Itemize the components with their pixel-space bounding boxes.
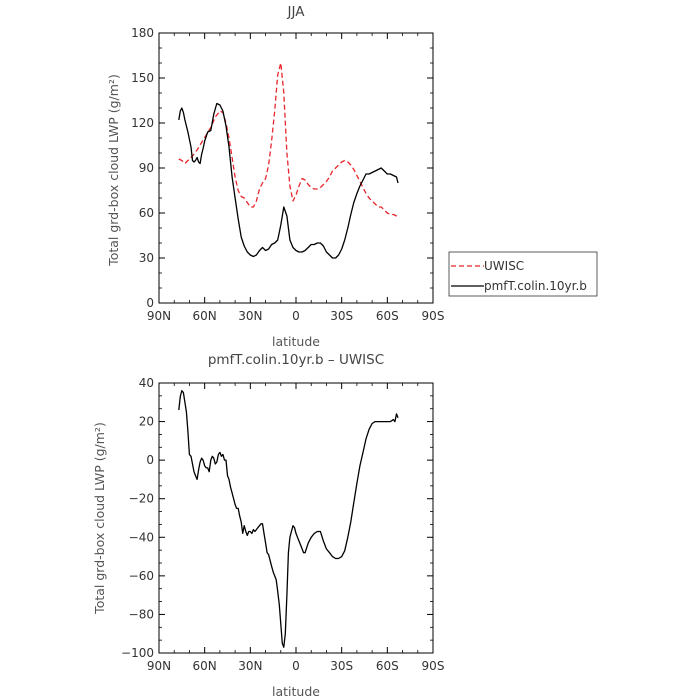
y-tick-label: 60 [139,206,154,220]
x-tick-label: 60N [193,309,217,323]
y-tick-label: 30 [139,251,154,265]
x-tick-label: 60N [193,659,217,673]
x-tick-label: 30S [330,659,353,673]
x-tick-label: 60S [376,659,399,673]
top-axes: 0 30 60 90 120 150 180 90N 60N 30N 0 30S 60S 90S [131,26,444,323]
y-tick-label: −40 [129,530,154,544]
x-tick-label: 30N [238,659,262,673]
top-y-axis-label: Total grd-box cloud LWP (g/m²) [106,74,121,267]
x-tick-label: 90S [422,659,445,673]
bottom-plot-area [178,390,399,648]
y-tick-label: −80 [129,607,154,621]
x-tick-label: 90N [147,659,171,673]
legend-uwisc-label: UWISC [484,259,524,273]
x-tick-label: 30S [330,309,353,323]
y-tick-label: 150 [131,71,154,85]
y-tick-label: 120 [131,116,154,130]
y-tick-label: 0 [146,296,154,310]
bottom-x-axis-label: latitude [272,684,320,699]
top-x-axis-label: latitude [272,334,320,349]
y-tick-label: 180 [131,26,154,40]
series-line-uwisc [178,62,400,219]
series-line-difference [178,390,399,648]
y-tick-label: 0 [146,453,154,467]
y-tick-label: 20 [139,415,154,429]
bottom-y-axis-label: Total grd-box cloud LWP (g/m²) [92,422,107,615]
bottom-chart-title: pmfT.colin.10yr.b – UWISC [208,352,384,368]
bottom-panel: pmfT.colin.10yr.b – UWISC −100−80−60−40−… [92,352,444,699]
x-tick-label: 60S [376,309,399,323]
plot-frame-0 [158,32,434,304]
x-tick-label: 30N [238,309,262,323]
x-tick-label: 90N [147,309,171,323]
top-chart-title: JJA [287,4,306,20]
y-tick-label: 40 [139,376,154,390]
legend-pmft-label: pmfT.colin.10yr.b [484,279,587,293]
x-tick-label: 0 [292,659,300,673]
legend: UWISC pmfT.colin.10yr.b [448,251,598,297]
y-tick-label: −100 [121,646,154,660]
y-tick-label: 90 [139,161,154,175]
x-tick-label: 90S [422,309,445,323]
bottom-axes: −100 −80 −60 −40 −20 0 20 40 90N 60N 30N 0 30S 60S 90S [121,376,444,673]
series-line-pmft-colin-10yr-b [178,102,399,259]
plot-frame-1 [158,382,434,654]
legend-box [448,251,598,297]
top-plot-area [178,62,400,259]
y-tick-label: −60 [129,569,154,583]
y-tick-label: −20 [129,492,154,506]
x-tick-label: 0 [292,309,300,323]
